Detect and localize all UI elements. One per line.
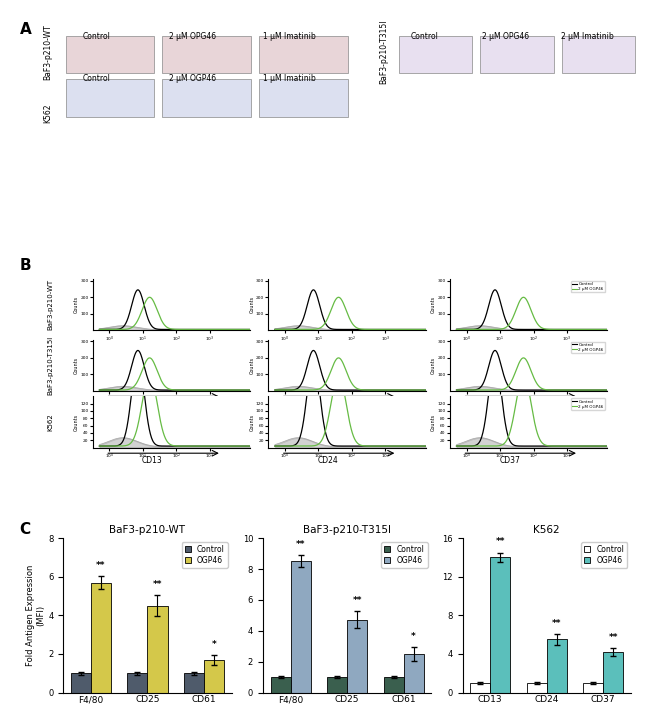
Text: A: A xyxy=(20,22,31,37)
Text: B: B xyxy=(20,258,31,273)
Text: C: C xyxy=(20,522,31,537)
